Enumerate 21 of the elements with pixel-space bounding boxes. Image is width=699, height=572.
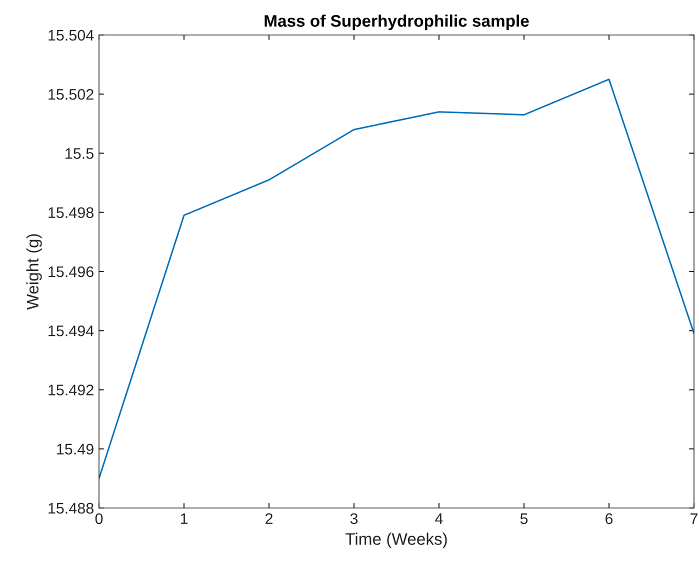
y-tick-label: 15.494 [48,325,94,336]
y-tick-label: 15.488 [48,502,94,514]
y-tick-label: 15.502 [48,88,94,100]
y-tick-label: 15.504 [48,30,94,41]
y-tick-label: 15.492 [48,384,94,396]
x-tick-label: 5 [520,513,528,524]
y-tick-label: 15.5 [66,148,94,159]
y-tick-label: 15.496 [48,266,94,278]
x-tick-label: 0 [95,513,103,524]
x-tick-label: 6 [606,513,613,524]
x-tick-label: 3 [350,513,358,524]
y-tick-label: 15.49 [57,444,94,455]
x-tick-label: 2 [266,513,272,524]
line-series [99,78,694,480]
y-axis-title: Weight (g) [26,234,42,310]
x-axis-title: Time (Weeks) [345,532,447,548]
x-tick-label: 7 [690,513,698,524]
y-tick-label: 15.498 [48,207,94,218]
x-tick-label: 4 [435,513,443,524]
x-tick-label: 1 [180,513,188,524]
chart-title: Mass of Superhydrophilic sample [264,14,529,30]
